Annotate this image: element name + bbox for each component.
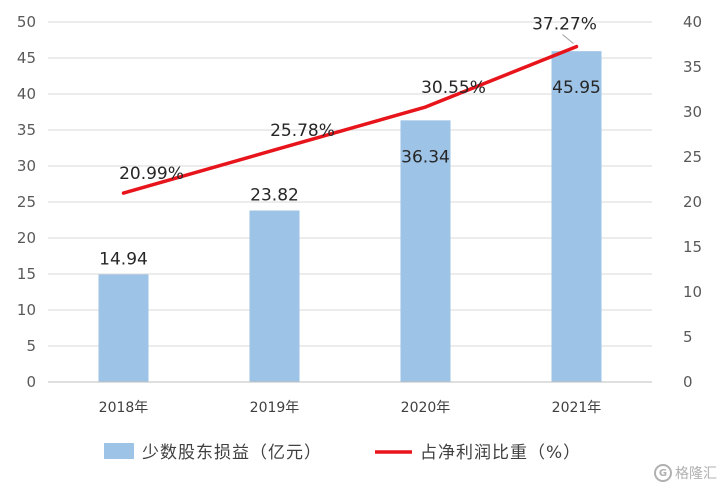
watermark-logo-icon: G [654, 464, 672, 482]
left-tick-label: 50 [17, 13, 36, 31]
bar-data-labels: 14.94 23.82 36.34 45.95 [99, 78, 601, 269]
right-tick-label: 30 [683, 103, 702, 121]
right-tick-label: 35 [683, 58, 702, 76]
line-series [121, 44, 579, 195]
gridlines [48, 21, 652, 347]
x-axis: 2018年 2019年 2020年 2021年 [48, 381, 652, 416]
legend: 少数股东损益（亿元） 占净利润比重（%） [104, 443, 581, 463]
left-tick-label: 0 [26, 373, 36, 391]
bar-data-label: 36.34 [401, 147, 450, 167]
x-tick-label: 2018年 [99, 400, 149, 416]
left-tick-label: 25 [17, 193, 36, 211]
left-axis: 0 5 10 15 20 25 30 35 40 45 50 [17, 13, 36, 391]
bar-data-label: 23.82 [250, 185, 299, 205]
watermark: G 格隆汇 [654, 463, 717, 483]
bar-data-label: 45.95 [552, 78, 601, 98]
right-tick-label: 10 [683, 283, 702, 301]
leader-line [562, 34, 574, 44]
right-tick-label: 0 [683, 373, 693, 391]
line-data-label: 20.99% [119, 164, 184, 184]
right-tick-label: 5 [683, 328, 693, 346]
line-data-labels: 20.99% 25.78% 30.55% 37.27% [119, 15, 597, 185]
legend-line-label: 占净利润比重（%） [420, 443, 581, 463]
bar [400, 120, 451, 383]
right-axis: 0 5 10 15 20 25 30 35 40 [683, 13, 702, 391]
line-data-label: 30.55% [421, 78, 486, 98]
bar [249, 210, 300, 382]
bar [98, 274, 149, 382]
right-tick-label: 20 [683, 193, 702, 211]
line-data-label: 25.78% [270, 121, 335, 141]
right-tick-label: 15 [683, 238, 702, 256]
left-tick-label: 35 [17, 121, 36, 139]
x-tick-label: 2021年 [552, 400, 602, 416]
left-tick-label: 40 [17, 85, 36, 103]
x-tick-label: 2020年 [401, 400, 451, 416]
left-tick-label: 10 [17, 301, 36, 319]
legend-bar-label: 少数股东损益（亿元） [142, 443, 322, 463]
line-data-label: 37.27% [532, 15, 597, 35]
bar-series [98, 51, 602, 383]
left-tick-label: 30 [17, 157, 36, 175]
left-tick-label: 5 [26, 337, 36, 355]
line-path [121, 44, 579, 195]
left-tick-label: 45 [17, 49, 36, 67]
legend-bar-swatch [104, 443, 134, 459]
bar [551, 51, 602, 382]
left-tick-label: 20 [17, 229, 36, 247]
right-tick-label: 40 [683, 13, 702, 31]
x-tick-label: 2019年 [250, 400, 300, 416]
bar-data-label: 14.94 [99, 249, 148, 269]
left-tick-label: 15 [17, 265, 36, 283]
watermark-text: 格隆汇 [675, 466, 717, 482]
right-tick-label: 25 [683, 148, 702, 166]
